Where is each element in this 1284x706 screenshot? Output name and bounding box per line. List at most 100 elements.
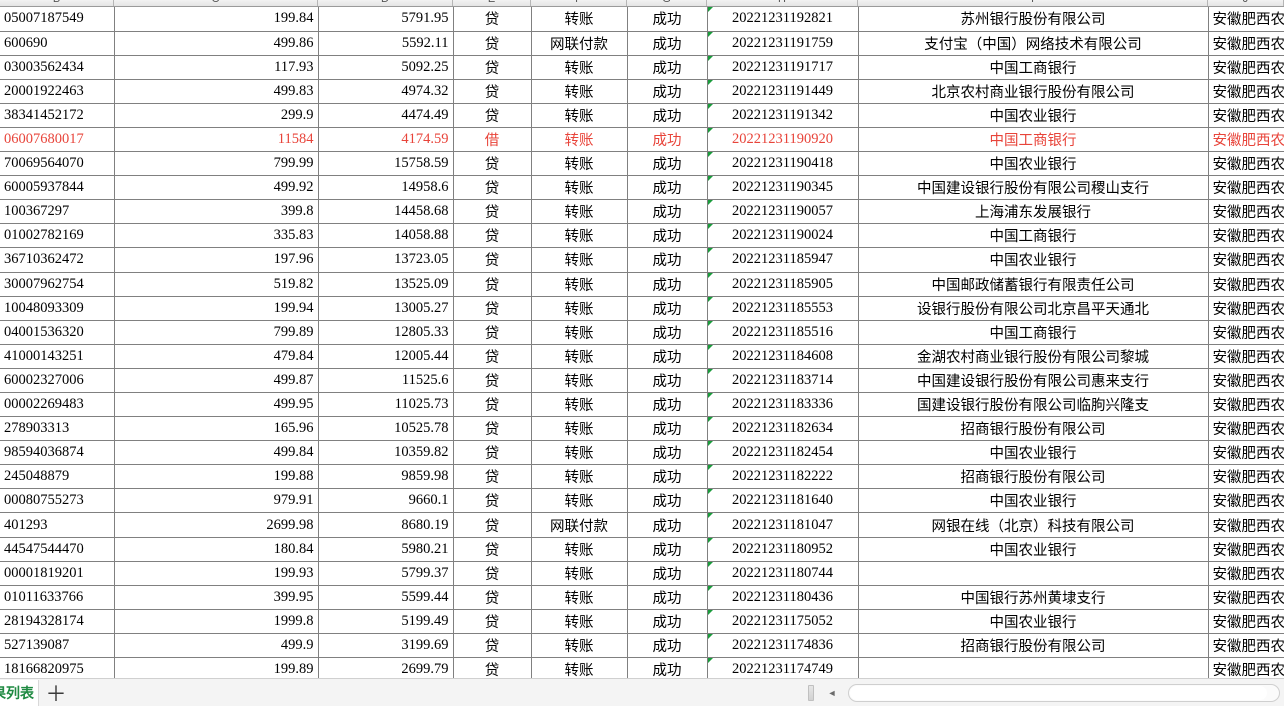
cell-transaction_type[interactable]: 转账 xyxy=(531,609,628,634)
cell-transaction_type[interactable]: 转账 xyxy=(531,392,628,418)
table-row[interactable]: 70069564070 799.99 15758.59 贷转账 成功 2022123119… xyxy=(0,151,1284,177)
cell-debit_credit[interactable]: 贷 xyxy=(453,31,532,56)
cell-transaction_time[interactable]: 20221231191342 xyxy=(707,103,859,128)
cell-transaction_type[interactable]: 转账 xyxy=(531,440,628,466)
cell-counterparty_bank[interactable]: 招商银行股份有限公司 xyxy=(858,464,1209,490)
column-header-g[interactable]: G xyxy=(627,0,707,6)
cell-counterparty_bank[interactable]: 苏州银行股份有限公司 xyxy=(858,7,1209,32)
cell-counterparty_bank[interactable]: 中国工商银行 xyxy=(858,127,1209,153)
cell-own_bank[interactable]: 安徽肥西农村商业银行 xyxy=(1208,633,1284,659)
cell-transaction_time[interactable]: 20221231174749 xyxy=(707,657,859,678)
cell-account_number[interactable]: 401293 xyxy=(0,512,115,538)
cell-transaction_type[interactable]: 转账 xyxy=(531,199,628,225)
cell-transaction_type[interactable]: 网联付款 xyxy=(531,512,628,538)
cell-counterparty_bank[interactable]: 招商银行股份有限公司 xyxy=(858,633,1209,659)
cell-amount[interactable]: 499.9 xyxy=(114,633,319,659)
cell-account_number[interactable]: 41000143251 xyxy=(0,344,115,369)
cell-transaction_type[interactable]: 转账 xyxy=(531,561,628,586)
cell-balance[interactable]: 9859.98 xyxy=(318,464,454,490)
cell-counterparty_bank[interactable]: 中国工商银行 xyxy=(858,320,1209,345)
cell-counterparty_bank[interactable]: 金湖农村商业银行股份有限公司黎城 xyxy=(858,344,1209,369)
cell-amount[interactable]: 799.89 xyxy=(114,320,319,345)
cell-transaction_type[interactable]: 转账 xyxy=(531,464,628,490)
cell-debit_credit[interactable]: 贷 xyxy=(453,368,532,394)
column-header-b[interactable]: B xyxy=(0,0,114,6)
cell-own_bank[interactable]: 安徽肥西农村商业银行 xyxy=(1208,561,1284,586)
cell-debit_credit[interactable]: 贷 xyxy=(453,223,532,249)
cell-debit_credit[interactable]: 贷 xyxy=(453,440,532,466)
cell-account_number[interactable]: 245048879 xyxy=(0,464,115,490)
cell-own_bank[interactable]: 安徽肥西农村商业银行 xyxy=(1208,609,1284,634)
table-row[interactable]: 01011633766 399.95 5599.44 贷转账 成功 20221231180… xyxy=(0,585,1284,610)
cell-amount[interactable]: 519.82 xyxy=(114,272,319,297)
cell-transaction_time[interactable]: 20221231185516 xyxy=(707,320,859,345)
cell-status[interactable]: 成功 xyxy=(627,344,708,369)
cell-debit_credit[interactable]: 贷 xyxy=(453,55,532,80)
cell-amount[interactable]: 399.8 xyxy=(114,199,319,225)
cell-debit_credit[interactable]: 贷 xyxy=(453,247,532,273)
cell-balance[interactable]: 3199.69 xyxy=(318,633,454,659)
cell-balance[interactable]: 4174.59 xyxy=(318,127,454,153)
cell-account_number[interactable]: 28194328174 xyxy=(0,609,115,634)
cell-balance[interactable]: 5599.44 xyxy=(318,585,454,610)
cell-status[interactable]: 成功 xyxy=(627,633,708,659)
cell-own_bank[interactable]: 安徽肥西农村商业银行 xyxy=(1208,199,1284,225)
cell-account_number[interactable]: 00002269483 xyxy=(0,392,115,418)
cell-counterparty_bank[interactable]: 中国农业银行 xyxy=(858,440,1209,466)
cell-counterparty_bank[interactable]: 中国农业银行 xyxy=(858,609,1209,634)
cell-own_bank[interactable]: 安徽肥西农村商业银行 xyxy=(1208,7,1284,32)
cell-counterparty_bank[interactable]: 国建设银行股份有限公司临朐兴隆支 xyxy=(858,392,1209,418)
cell-account_number[interactable]: 18166820975 xyxy=(0,657,115,678)
column-header-h[interactable]: H xyxy=(707,0,858,6)
cell-account_number[interactable]: 98594036874 xyxy=(0,440,115,466)
cell-own_bank[interactable]: 安徽肥西农村商业银行 xyxy=(1208,272,1284,297)
table-row[interactable]: 05007187549 199.84 5791.95 贷转账 成功 20221231192… xyxy=(0,7,1284,32)
table-row[interactable]: 18166820975 199.89 2699.79 贷转账 成功 20221231174… xyxy=(0,657,1284,678)
cell-status[interactable]: 成功 xyxy=(627,368,708,394)
cell-transaction_type[interactable]: 转账 xyxy=(531,585,628,610)
cell-amount[interactable]: 499.95 xyxy=(114,392,319,418)
cell-debit_credit[interactable]: 贷 xyxy=(453,609,532,634)
cell-balance[interactable]: 12005.44 xyxy=(318,344,454,369)
cell-transaction_time[interactable]: 20221231181640 xyxy=(707,488,859,514)
cell-status[interactable]: 成功 xyxy=(627,392,708,418)
cell-debit_credit[interactable]: 贷 xyxy=(453,657,532,678)
column-header-i[interactable]: I xyxy=(858,0,1208,6)
cell-balance[interactable]: 13005.27 xyxy=(318,296,454,321)
cell-account_number[interactable]: 527139087 xyxy=(0,633,115,659)
cell-counterparty_bank[interactable]: 北京农村商业银行股份有限公司 xyxy=(858,79,1209,104)
table-row[interactable]: 00001819201 199.93 5799.37 贷转账 成功 20221231180… xyxy=(0,561,1284,586)
cell-transaction_time[interactable]: 20221231190345 xyxy=(707,175,859,201)
cell-transaction_time[interactable]: 20221231180436 xyxy=(707,585,859,610)
cell-debit_credit[interactable]: 贷 xyxy=(453,79,532,104)
cell-balance[interactable]: 5199.49 xyxy=(318,609,454,634)
cell-counterparty_bank[interactable]: 中国工商银行 xyxy=(858,223,1209,249)
cell-balance[interactable]: 11525.6 xyxy=(318,368,454,394)
table-row[interactable]: 278903313 165.96 10525.78 贷转账 成功 202212311826… xyxy=(0,416,1284,442)
table-row[interactable]: 00080755273 979.91 9660.1 贷转账 成功 202212311816… xyxy=(0,488,1284,514)
cell-transaction_time[interactable]: 20221231183336 xyxy=(707,392,859,418)
cell-transaction_type[interactable]: 转账 xyxy=(531,175,628,201)
cell-transaction_type[interactable]: 转账 xyxy=(531,79,628,104)
cell-own_bank[interactable]: 安徽肥西农村商业银行 xyxy=(1208,392,1284,418)
cell-balance[interactable]: 4974.32 xyxy=(318,79,454,104)
cell-amount[interactable]: 199.93 xyxy=(114,561,319,586)
cell-counterparty_bank[interactable]: 中国农业银行 xyxy=(858,103,1209,128)
cell-own_bank[interactable]: 安徽肥西农村商业银行 xyxy=(1208,320,1284,345)
cell-debit_credit[interactable]: 贷 xyxy=(453,7,532,32)
cell-counterparty_bank[interactable]: 支付宝（中国）网络技术有限公司 xyxy=(858,31,1209,56)
cell-balance[interactable]: 15758.59 xyxy=(318,151,454,177)
cell-counterparty_bank[interactable]: 中国农业银行 xyxy=(858,247,1209,273)
cell-account_number[interactable]: 70069564070 xyxy=(0,151,115,177)
cell-own_bank[interactable]: 安徽肥西农村商业银行 xyxy=(1208,151,1284,177)
cell-status[interactable]: 成功 xyxy=(627,416,708,442)
cell-amount[interactable]: 199.84 xyxy=(114,7,319,32)
cell-account_number[interactable]: 30007962754 xyxy=(0,272,115,297)
table-row[interactable]: 60005937844 499.92 14958.6 贷转账 成功 20221231190… xyxy=(0,175,1284,201)
cell-amount[interactable]: 499.83 xyxy=(114,79,319,104)
cell-own_bank[interactable]: 安徽肥西农村商业银行 xyxy=(1208,585,1284,610)
cell-transaction_time[interactable]: 20221231192821 xyxy=(707,7,859,32)
cell-transaction_time[interactable]: 20221231180744 xyxy=(707,561,859,586)
cell-debit_credit[interactable]: 贷 xyxy=(453,633,532,659)
cell-balance[interactable]: 14958.6 xyxy=(318,175,454,201)
